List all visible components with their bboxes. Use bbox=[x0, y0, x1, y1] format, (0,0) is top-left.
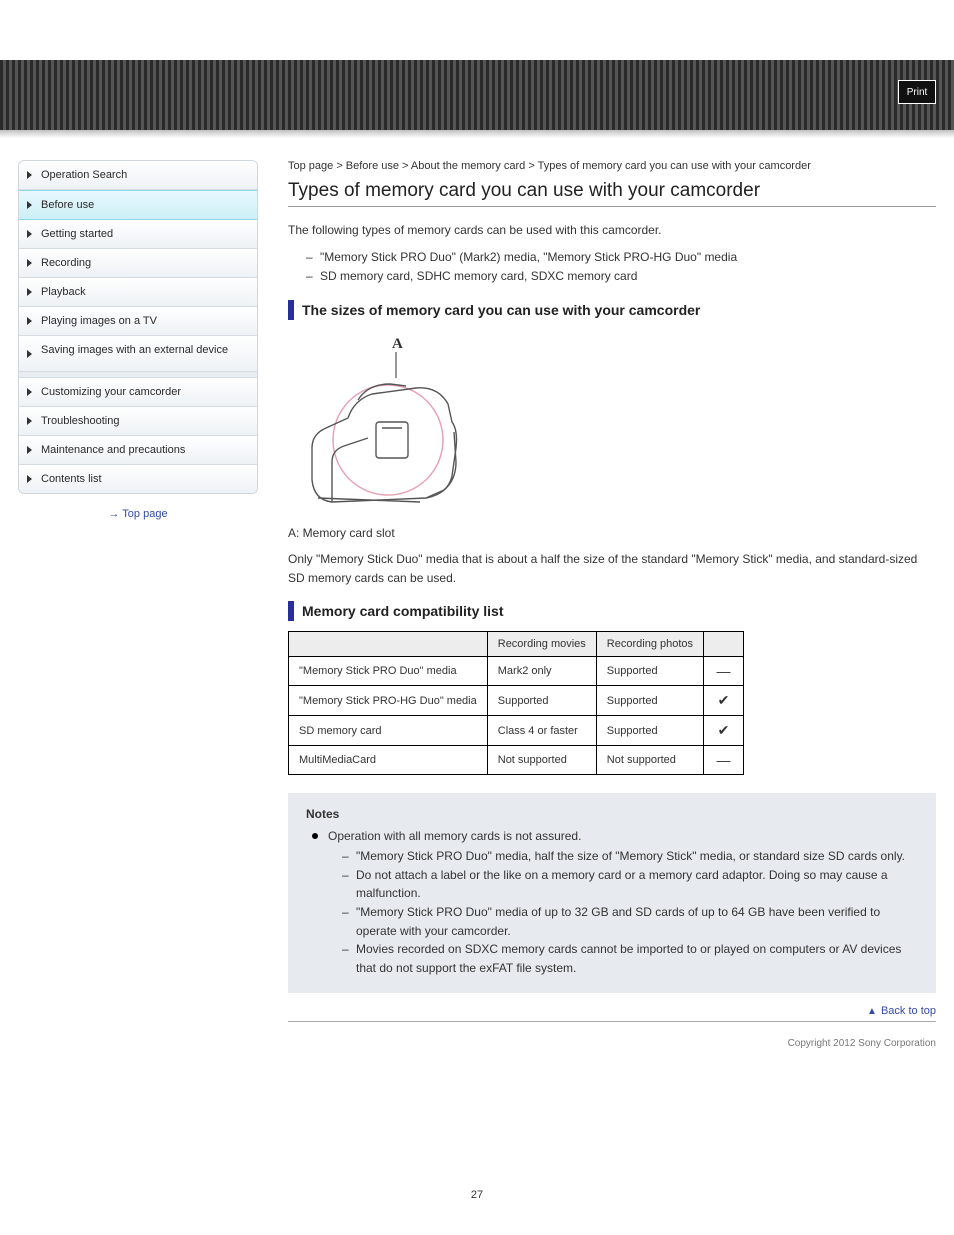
sidebar-item-saving-external[interactable]: Saving images with an external device bbox=[19, 336, 257, 372]
table-cell: Not supported bbox=[596, 746, 703, 775]
list-item: SD memory card, SDHC memory card, SDXC m… bbox=[306, 267, 936, 286]
breadcrumb: Top page > Before use > About the memory… bbox=[288, 160, 936, 172]
list-item: Do not attach a label or the like on a m… bbox=[342, 866, 918, 903]
table-cell: Supported bbox=[596, 657, 703, 686]
sidebar-item-customizing[interactable]: Customizing your camcorder bbox=[19, 378, 257, 407]
page-body: Operation Search Before use Getting star… bbox=[0, 130, 954, 1032]
subhead-bar bbox=[288, 601, 294, 621]
table-cell: "Memory Stick PRO-HG Duo" media bbox=[289, 686, 488, 716]
table-cell-mark: — bbox=[704, 657, 744, 686]
sidebar-item-operation-search[interactable]: Operation Search bbox=[19, 161, 257, 190]
table-row: MultiMediaCard Not supported Not support… bbox=[289, 746, 744, 775]
sidebar-item-playing-on-tv[interactable]: Playing images on a TV bbox=[19, 307, 257, 336]
print-button[interactable]: Print bbox=[898, 80, 936, 104]
list-item: "Memory Stick PRO Duo" (Mark2) media, "M… bbox=[306, 248, 936, 267]
table-row: SD memory card Class 4 or faster Support… bbox=[289, 716, 744, 746]
table-header: Recording photos bbox=[596, 632, 703, 657]
table-header bbox=[289, 632, 488, 657]
table-header-row: Recording movies Recording photos bbox=[289, 632, 744, 657]
svg-text:A: A bbox=[392, 336, 403, 352]
list-item: "Memory Stick PRO Duo" media, half the s… bbox=[342, 847, 918, 866]
table-cell-mark: — bbox=[704, 746, 744, 775]
back-to-top-link[interactable]: Back to top bbox=[288, 1005, 936, 1017]
subhead-size: The sizes of memory card you can use wit… bbox=[288, 300, 936, 320]
sidebar-item-recording[interactable]: Recording bbox=[19, 249, 257, 278]
top-page-link-label: Top page bbox=[122, 508, 167, 520]
sidebar-item-before-use[interactable]: Before use bbox=[19, 190, 257, 220]
table-header bbox=[704, 632, 744, 657]
table-cell: "Memory Stick PRO Duo" media bbox=[289, 657, 488, 686]
notes-title: Notes bbox=[306, 807, 918, 821]
header-bar: Print bbox=[0, 60, 954, 130]
sidebar: Operation Search Before use Getting star… bbox=[18, 160, 258, 1022]
note-lead-text: Operation with all memory cards is not a… bbox=[328, 829, 581, 843]
back-to-top-label: Back to top bbox=[881, 1005, 936, 1017]
sidebar-item-getting-started[interactable]: Getting started bbox=[19, 220, 257, 249]
sidebar-item-troubleshooting[interactable]: Troubleshooting bbox=[19, 407, 257, 436]
nav-list: Operation Search Before use Getting star… bbox=[18, 160, 258, 494]
sidebar-item-contents-list[interactable]: Contents list bbox=[19, 465, 257, 493]
table-cell-mark: ✔ bbox=[704, 686, 744, 716]
table-cell: Not supported bbox=[487, 746, 596, 775]
notes-box: Notes Operation with all memory cards is… bbox=[288, 793, 936, 993]
sidebar-item-maintenance[interactable]: Maintenance and precautions bbox=[19, 436, 257, 465]
table-cell: Supported bbox=[596, 686, 703, 716]
intro-bullets: "Memory Stick PRO Duo" (Mark2) media, "M… bbox=[306, 248, 936, 286]
note-lead: Operation with all memory cards is not a… bbox=[312, 827, 918, 977]
table-row: "Memory Stick PRO-HG Duo" media Supporte… bbox=[289, 686, 744, 716]
figure-caption: A: Memory card slot bbox=[288, 526, 936, 540]
compatibility-table: Recording movies Recording photos "Memor… bbox=[288, 631, 744, 775]
table-cell: Supported bbox=[487, 686, 596, 716]
table-cell: MultiMediaCard bbox=[289, 746, 488, 775]
sidebar-item-playback[interactable]: Playback bbox=[19, 278, 257, 307]
table-row: "Memory Stick PRO Duo" media Mark2 only … bbox=[289, 657, 744, 686]
figure-camcorder: A bbox=[288, 330, 936, 520]
divider bbox=[288, 1021, 936, 1022]
table-cell: Mark2 only bbox=[487, 657, 596, 686]
table-cell: Class 4 or faster bbox=[487, 716, 596, 746]
table-cell: Supported bbox=[596, 716, 703, 746]
page-number: 27 bbox=[0, 1189, 954, 1201]
table-header: Recording movies bbox=[487, 632, 596, 657]
list-item: "Memory Stick PRO Duo" media of up to 32… bbox=[342, 903, 918, 940]
footer-copyright: Copyright 2012 Sony Corporation bbox=[0, 1032, 954, 1069]
table-cell-mark: ✔ bbox=[704, 716, 744, 746]
table-cell: SD memory card bbox=[289, 716, 488, 746]
top-page-link[interactable]: → Top page bbox=[18, 508, 258, 520]
page-title: Types of memory card you can use with yo… bbox=[288, 180, 936, 207]
subhead-table: Memory card compatibility list bbox=[288, 601, 936, 621]
subhead-table-label: Memory card compatibility list bbox=[302, 603, 504, 619]
subhead-bar bbox=[288, 300, 294, 320]
size-text: Only "Memory Stick Duo" media that is ab… bbox=[288, 550, 936, 587]
intro-text: The following types of memory cards can … bbox=[288, 221, 936, 240]
main-content: Top page > Before use > About the memory… bbox=[288, 160, 936, 1022]
list-item: Movies recorded on SDXC memory cards can… bbox=[342, 940, 918, 977]
subhead-size-label: The sizes of memory card you can use wit… bbox=[302, 302, 700, 318]
